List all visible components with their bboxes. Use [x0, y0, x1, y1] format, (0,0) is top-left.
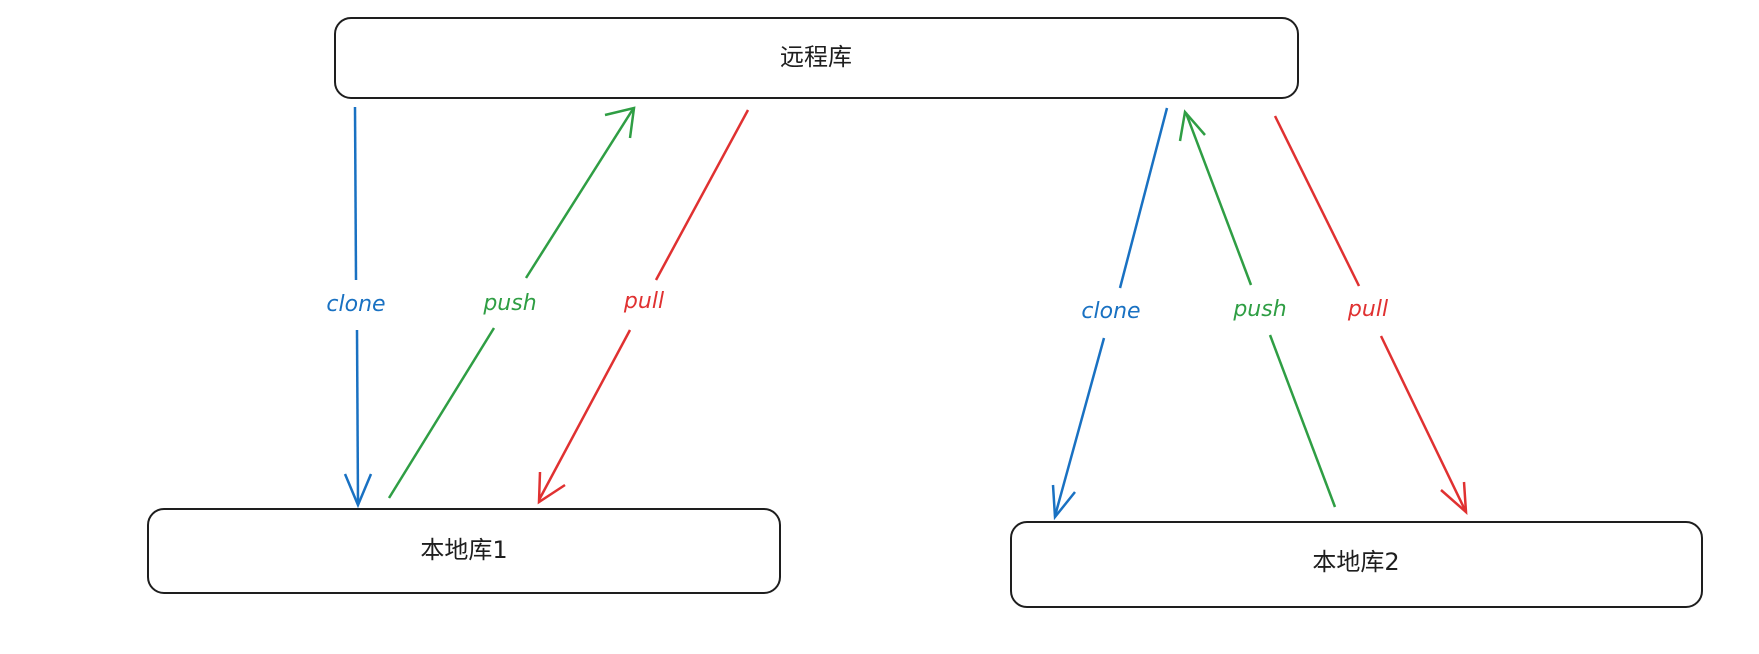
edge-local2-clone: clone	[1051, 107, 1169, 521]
local-repo-1-box	[147, 508, 781, 594]
edge-local1-clone-line-lower	[355, 329, 360, 504]
edge-local2-pull-line-lower	[1379, 335, 1467, 511]
edge-local2-push: push	[1178, 109, 1337, 508]
edge-local1-pull-line-lower	[537, 329, 632, 501]
edge-local1-push-arrowhead	[604, 106, 636, 139]
edge-local2-clone-label: clone	[1081, 299, 1140, 324]
local-repo-2-label: 本地库2	[1312, 548, 1399, 576]
edge-local2-clone-line-lower	[1053, 337, 1106, 517]
edge-local2-pull-arrowhead	[1440, 481, 1468, 515]
edge-local2-push-line-lower	[1268, 334, 1337, 508]
local-repo-2-box	[1010, 521, 1703, 608]
edge-local1-clone-label: clone	[326, 292, 385, 317]
edge-local2-pull-line-upper	[1273, 115, 1361, 287]
local-repo-2-node: 本地库2	[1010, 521, 1703, 608]
edge-local1-clone-arrowhead	[343, 473, 373, 509]
edge-local2-clone-line-upper	[1118, 107, 1169, 289]
edge-local1-push: push	[387, 106, 636, 499]
edge-local1-push-label: push	[482, 291, 536, 316]
edge-local1-pull-line-upper	[654, 109, 750, 281]
edge-local1-clone: clone	[326, 106, 386, 509]
edge-local1-push-line-upper	[524, 108, 635, 279]
remote-repo-node: 远程库	[334, 17, 1299, 99]
local-repo-1-label: 本地库1	[420, 536, 507, 564]
edge-local1-pull: pull	[537, 109, 750, 505]
edge-local1-pull-label: pull	[623, 289, 664, 314]
edge-local2-clone-arrowhead	[1051, 484, 1076, 521]
edge-local2-push-arrowhead	[1178, 109, 1206, 142]
edge-local2-push-label: push	[1232, 297, 1286, 322]
remote-repo-box	[334, 17, 1299, 99]
edge-local1-pull-arrowhead	[537, 471, 566, 505]
edge-local1-push-line-lower	[387, 327, 496, 499]
edge-local2-pull-label: pull	[1347, 297, 1388, 322]
edge-local2-push-line-upper	[1184, 112, 1253, 286]
local-repo-1-node: 本地库1	[147, 508, 781, 594]
edge-local1-clone-line-upper	[353, 106, 358, 281]
edge-local2-pull: pull	[1273, 115, 1468, 515]
remote-repo-label: 远程库	[780, 43, 852, 71]
